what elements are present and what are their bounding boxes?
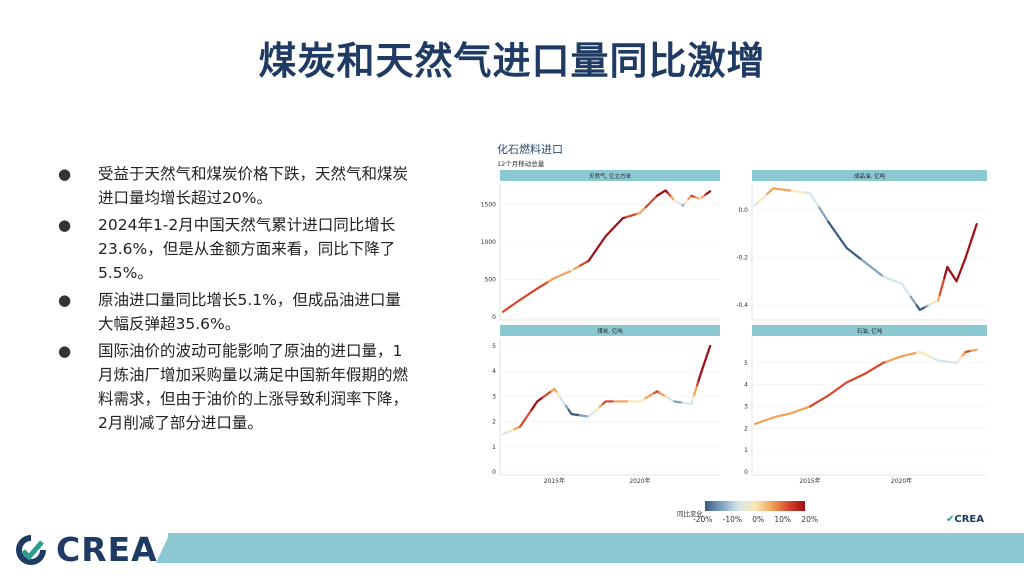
bullet-text: 原油进口量同比增长5.1%，但成品油进口量大幅反弹超35.6%。 [98,291,401,333]
footer-band [168,533,1024,563]
y-tick-label: 1 [744,447,748,454]
bullet-dot-icon: ● [58,342,72,360]
bullet-text: 2024年1-2月中国天然气累计进口同比增长23.6%，但是从金额方面来看，同比… [98,216,396,282]
panel-title: 石油, 亿吨 [857,327,883,335]
colorbar-tick: 10% [774,515,792,524]
bullet-dot-icon: ● [58,216,72,234]
panel-header [500,325,720,336]
series-segment [707,190,712,194]
crea-logo-text: CREA [56,530,158,569]
bullet-item: ● 受益于天然气和煤炭价格下跌，天然气和煤炭进口量均增长超过20%。 [58,162,413,210]
bullet-item: ● 原油进口量同比增长5.1%，但成品油进口量大幅反弹超35.6%。 [58,288,413,336]
series-segment [707,344,712,353]
x-tick-label: 2015年 [799,477,820,485]
bullet-text: 受益于天然气和煤炭价格下跌，天然气和煤炭进口量均增长超过20%。 [98,165,409,207]
bullet-dot-icon: ● [58,165,72,183]
y-tick-label: 5 [744,360,748,367]
chart-subtitle: 12个月移动总量 [497,160,545,168]
y-tick-label: 1500 [481,202,496,209]
y-tick-label: -0.2 [736,254,748,261]
y-tick-label: 4 [492,368,496,375]
y-tick-label: 5 [492,343,496,350]
bullet-item: ● 2024年1-2月中国天然气累计进口同比增长23.6%，但是从金额方面来看，同… [58,213,413,285]
bullet-list: ● 受益于天然气和煤炭价格下跌，天然气和煤炭进口量均增长超过20%。 ● 2024年… [58,162,413,438]
y-tick-label: 2 [492,419,496,426]
y-tick-label: 0.0 [738,207,748,214]
colorbar-tick: -10% [722,515,743,524]
y-tick-label: 500 [485,277,497,284]
colorbar [705,501,805,511]
slide-title: 煤炭和天然气进口量同比激增 [258,39,766,83]
chart-brand: ✔CREA [946,514,984,525]
y-tick-label: -0.4 [736,302,748,309]
y-tick-label: 1 [492,444,496,451]
x-tick-label: 2015年 [544,477,565,485]
colorbar-tick: 0% [752,515,765,524]
y-tick-label: 0 [492,314,496,321]
crea-logo: CREA [14,530,158,569]
colorbar-tick: -20% [693,515,713,524]
x-tick-label: 2020年 [629,477,650,485]
crea-logo-icon [16,534,46,565]
footer-band-edge [156,533,170,563]
colorbar-ticks: -20% -10% 0% 10% 20% [693,515,818,524]
colorbar-tick: 20% [801,515,818,524]
y-tick-label: 0 [744,469,748,476]
panel-header [752,170,987,181]
panel-title: 成品油, 亿吨 [854,172,885,180]
panel-title: 煤炭, 亿吨 [597,327,623,335]
crea-mark-icon: ✔ [946,514,955,525]
series-segment [973,223,978,231]
y-tick-label: 3 [744,404,748,411]
chart-title: 化石燃料进口 [497,143,563,156]
y-tick-label: 0 [492,469,496,476]
bullet-text: 国际油价的波动可能影响了原油的进口量，1月炼油厂增加采购量以满足中国新年假期的燃… [98,342,409,432]
y-tick-label: 3 [492,393,496,400]
panel-header [500,170,720,181]
chart-header: 化石燃料进口 12个月移动总量 [497,141,563,168]
chart-brand-text: CREA [954,514,984,525]
panel-header [752,325,987,336]
y-tick-label: 1000 [481,239,496,246]
bullet-dot-icon: ● [58,291,72,309]
y-tick-label: 4 [744,382,748,389]
x-tick-label: 2020年 [891,477,912,485]
y-tick-label: 2 [744,425,748,432]
bullet-item: ● 国际油价的波动可能影响了原油的进口量，1月炼油厂增加采购量以满足中国新年假期的… [58,339,413,435]
panel-title: 天然气, 亿立方米 [589,172,631,180]
colorbar-label: 同比变化 [677,510,703,518]
